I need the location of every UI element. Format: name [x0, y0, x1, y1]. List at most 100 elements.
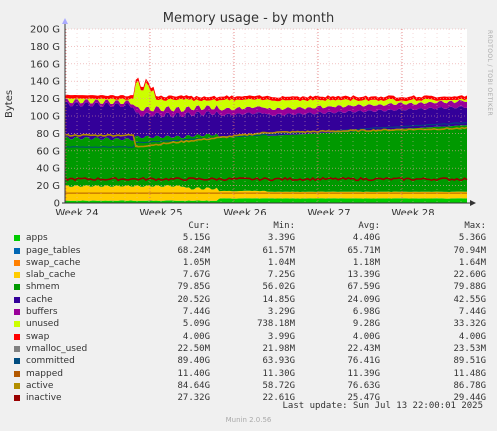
munin-version: Munin 2.0.56	[225, 416, 272, 424]
y-tick-label: 0	[54, 199, 60, 210]
legend-table: Cur: Min: Avg: Max: apps 5.15G 3.39G 4.40G 5…	[14, 220, 494, 404]
legend-max: 29.44G	[453, 393, 486, 404]
legend-row-vmalloc-used: vmalloc_used 22.50M 21.98M 22.43M 23.53M	[14, 343, 494, 355]
legend-max: 23.53M	[453, 343, 486, 354]
legend-max: 89.51G	[453, 356, 486, 367]
legend-cur: 68.24M	[177, 245, 210, 256]
legend-max: 79.88G	[453, 282, 486, 293]
legend-name: mapped	[26, 368, 63, 379]
legend-min: 7.25G	[267, 270, 295, 281]
x-axis-arrow	[470, 200, 476, 206]
y-tick-label: 60 G	[36, 146, 60, 157]
legend-swatch	[14, 247, 20, 254]
legend-row-active: active 84.64G 58.72G 76.63G 86.78G	[14, 380, 494, 392]
legend-min: 56.02G	[262, 282, 295, 293]
legend-row-slab-cache: slab_cache 7.67G 7.25G 13.39G 22.60G	[14, 269, 494, 281]
legend-header: Cur: Min: Avg: Max:	[14, 220, 494, 232]
legend-swatch	[14, 309, 20, 316]
legend-cur: 89.40G	[177, 356, 210, 367]
legend-name: slab_cache	[26, 270, 76, 281]
legend-min: 3.99G	[267, 331, 295, 342]
y-ticks: 0 20 G 40 G 60 G 80 G 100 G 120 G 140 G 160 G 180…	[30, 25, 60, 210]
legend-max: 7.44G	[458, 307, 486, 318]
legend-max: 5.36G	[458, 233, 486, 244]
y-tick-label: 100 G	[30, 112, 60, 123]
area-cache	[65, 101, 467, 141]
stacked-areas	[65, 77, 467, 203]
legend-name: shmem	[26, 282, 60, 293]
legend-swatch	[14, 272, 20, 279]
legend-max: 42.55G	[453, 294, 486, 305]
legend-row-committed: committed 89.40G 63.93G 76.41G 89.51G	[14, 355, 494, 367]
line-active	[64, 126, 468, 148]
legend-name: apps	[26, 233, 48, 244]
legend-swatch	[14, 284, 20, 291]
legend-max: 4.00G	[458, 331, 486, 342]
x-tick-label: Week 28	[391, 208, 434, 215]
legend-row-swap: swap 4.00G 3.99G 4.00G 4.00G	[14, 331, 494, 343]
legend-min: 1.04M	[267, 257, 295, 268]
legend-cur: 22.50M	[177, 343, 210, 354]
legend-avg: 24.09G	[347, 294, 380, 305]
line-committed	[64, 122, 468, 148]
legend-swatch	[14, 235, 20, 242]
legend-avg: 4.40G	[352, 233, 380, 244]
legend-max: 11.48G	[453, 368, 486, 379]
legend-min: 22.61G	[262, 393, 295, 404]
legend-row-mapped: mapped 11.40G 11.30G 11.39G 11.48G	[14, 368, 494, 380]
legend-swatch	[14, 345, 20, 352]
chart-title: Memory usage - by month	[162, 11, 335, 26]
legend-cur: 27.32G	[177, 393, 210, 404]
legend-row-shmem: shmem 79.85G 56.02G 67.59G 79.88G	[14, 281, 494, 293]
legend-name: swap_cache	[26, 257, 81, 268]
line-inactive	[64, 176, 468, 182]
legend-row-cache: cache 20.52G 14.85G 24.09G 42.55G	[14, 294, 494, 306]
y-tick-label: 180 G	[30, 42, 60, 53]
legend-name: committed	[26, 356, 75, 367]
header-cur: Cur:	[188, 221, 210, 231]
legend-avg: 76.41G	[347, 356, 380, 367]
legend-swatch	[14, 333, 20, 340]
area-unused	[65, 81, 467, 112]
legend-cur: 84.64G	[177, 380, 210, 391]
y-tick-label: 120 G	[30, 94, 60, 105]
legend-avg: 9.28G	[352, 319, 380, 330]
legend-avg: 25.47G	[347, 393, 380, 404]
legend-min: 14.85G	[262, 294, 295, 305]
legend-name: buffers	[26, 307, 58, 318]
legend-max: 1.64M	[458, 257, 486, 268]
legend-name: cache	[26, 294, 53, 305]
area-apps	[65, 198, 467, 203]
legend-avg: 22.43M	[347, 343, 380, 354]
legend-min: 63.93G	[262, 356, 295, 367]
legend-name: active	[26, 380, 54, 391]
legend-avg: 1.18M	[352, 257, 380, 268]
x-tick-label: Week 24	[55, 208, 98, 215]
area-buffers	[65, 98, 467, 117]
legend-name: inactive	[26, 393, 62, 404]
y-tick-label: 200 G	[30, 25, 60, 36]
legend-cur: 20.52G	[177, 294, 210, 305]
x-tick-label: Week 25	[139, 208, 182, 215]
rrdtool-credit: RRDTOOL / TOBI OETIKER	[486, 30, 493, 117]
legend-avg: 4.00G	[352, 331, 380, 342]
legend-max: 86.78G	[453, 380, 486, 391]
legend-min: 3.39G	[267, 233, 295, 244]
grid-lines	[65, 28, 467, 203]
legend-name: unused	[26, 319, 60, 330]
legend-avg: 11.39G	[347, 368, 380, 379]
memory-chart: 0 20 G 40 G 60 G 80 G 100 G 120 G 140 G 160 G 180…	[30, 18, 476, 215]
area-swap	[65, 77, 467, 102]
legend-min: 61.57M	[262, 245, 295, 256]
last-update: Last update: Sun Jul 13 22:00:01 2025	[282, 401, 483, 411]
legend-cur: 4.00G	[182, 331, 210, 342]
legend-avg: 6.98G	[352, 307, 380, 318]
legend-row-inactive: inactive 27.32G 22.61G 25.47G 29.44G	[14, 392, 494, 404]
header-avg: Avg:	[358, 221, 380, 231]
legend-row-unused: unused 5.09G 738.18M 9.28G 33.32G	[14, 318, 494, 330]
legend-row-apps: apps 5.15G 3.39G 4.40G 5.36G	[14, 232, 494, 244]
legend-swatch	[14, 321, 20, 328]
legend-avg: 76.63G	[347, 380, 380, 391]
legend-cur: 5.15G	[182, 233, 210, 244]
legend-name: vmalloc_used	[26, 343, 88, 354]
